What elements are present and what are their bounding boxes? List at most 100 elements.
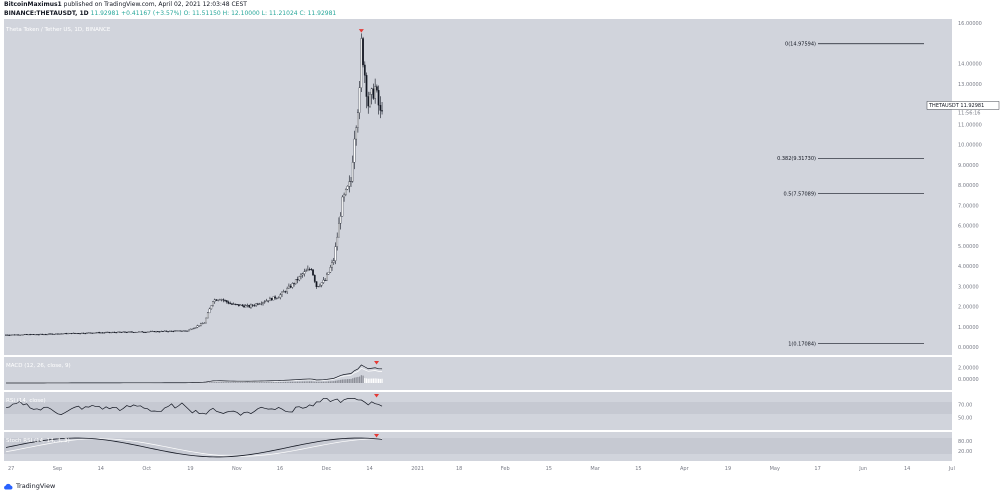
macd-histogram-bar	[250, 382, 252, 383]
macd-histogram-bar	[371, 378, 373, 383]
macd-histogram-bar	[295, 381, 297, 383]
candle-body	[224, 300, 226, 301]
macd-histogram-bar	[233, 382, 235, 383]
close-value: C: 11.92981	[299, 10, 337, 17]
macd-histogram-bar	[359, 376, 361, 383]
candle-body	[148, 331, 151, 333]
macd-histogram-bar	[355, 377, 357, 383]
candle-body	[298, 276, 301, 281]
fib-level-label: 1(0.17084)	[788, 341, 816, 347]
macd-histogram-bar	[340, 379, 342, 383]
candle-body	[341, 196, 344, 217]
fib-level-label: 0(14.97594)	[785, 42, 816, 48]
macd-histogram-bar	[352, 378, 354, 383]
candle-body	[370, 88, 373, 95]
time-tick-label: Dec	[322, 466, 332, 472]
chart-header: BitcoinMaximus1 published on TradingView…	[0, 0, 1000, 20]
candle-body	[174, 330, 176, 332]
price-tick-label: 1.00000	[958, 325, 979, 331]
macd-histogram-bar	[334, 380, 337, 383]
stoch-k-line	[5, 437, 383, 458]
candle-body	[41, 333, 44, 335]
price-axis	[952, 19, 1000, 461]
candle-body	[212, 301, 214, 306]
candle-body	[184, 330, 187, 332]
macd-histogram-bar	[240, 382, 242, 383]
candle-body	[134, 332, 137, 333]
candle-body	[86, 332, 88, 334]
candle-body	[236, 304, 238, 306]
macd-histogram-bar	[258, 382, 261, 383]
red-down-triangle-icon	[358, 29, 364, 33]
macd-histogram-bar	[227, 382, 230, 383]
candle-body	[194, 327, 197, 329]
candle-body	[369, 94, 371, 107]
macd-histogram-bar	[376, 378, 378, 383]
tradingview-cloud-icon	[4, 483, 13, 489]
macd-histogram-bar	[283, 381, 285, 383]
red-down-triangle-icon	[374, 394, 380, 398]
stoch-band	[4, 438, 952, 454]
candle-body	[324, 279, 326, 281]
candle-body	[303, 271, 306, 274]
candle-body	[244, 305, 247, 308]
candle-body	[144, 332, 147, 333]
time-tick-label: 15	[635, 466, 641, 472]
candle-body	[331, 262, 333, 268]
rsi-line	[5, 398, 383, 416]
macd-histogram-bar	[269, 382, 271, 383]
macd-histogram-bar	[346, 379, 349, 383]
candle-body	[381, 110, 383, 112]
candle-body	[94, 332, 97, 334]
macd-histogram-bar	[265, 382, 268, 383]
candle-body	[22, 334, 25, 336]
candle-body	[117, 331, 119, 333]
macd-histogram-bar	[234, 382, 237, 383]
macd-histogram-bar	[210, 382, 212, 383]
candle-body	[305, 270, 308, 272]
time-tick-label: Mar	[590, 466, 600, 472]
candle-body	[262, 302, 264, 304]
time-tick-label: 14	[366, 466, 372, 472]
rsi-pane-title: RSI (14, close)	[6, 398, 46, 404]
macd-histogram-bar	[221, 382, 223, 383]
fib-level-label: 0.5(7.57089)	[783, 191, 816, 197]
candle-body	[136, 331, 138, 333]
candle-body	[31, 334, 33, 336]
candle-body	[82, 332, 85, 334]
candle-body	[93, 332, 95, 334]
candle-body	[320, 282, 323, 286]
candle-body	[234, 303, 237, 305]
macd-histogram-bar	[374, 378, 376, 383]
price-tick-label: 0.00000	[958, 345, 979, 351]
macd-histogram-bar	[310, 381, 312, 383]
macd-histogram-bar	[272, 382, 274, 383]
macd-histogram-bar	[243, 382, 245, 383]
macd-histogram-bar	[208, 382, 211, 383]
macd-histogram-bar	[315, 381, 318, 383]
macd-histogram-bar	[300, 381, 302, 383]
macd-histogram-bar	[281, 381, 283, 383]
rsi-tick-label: 50.00	[958, 415, 972, 421]
candle-body	[132, 331, 135, 333]
macd-histogram-bar	[260, 382, 262, 383]
macd-histogram-bar	[362, 375, 364, 383]
symbol-label: BINANCE:THETAUSDT, 1D	[4, 10, 89, 17]
candle-body	[115, 332, 118, 334]
candle-body	[24, 334, 26, 336]
candle-body	[346, 186, 349, 190]
macd-histogram-bar	[326, 381, 328, 383]
candle-body	[275, 297, 278, 299]
chart-canvas[interactable]: 0(14.97594) 0.382(9.31730) 0.5(7.57089) 1(0…	[0, 19, 1000, 480]
ohlc-line: BINANCE:THETAUSDT, 1D 11.92981 +0.41167 …	[4, 9, 1000, 18]
candle-body	[193, 327, 195, 330]
fib-retracement[interactable]: 0(14.97594) 0.382(9.31730) 0.5(7.57089) 1(0…	[777, 42, 924, 348]
footer-brand[interactable]: TradingView	[16, 482, 56, 490]
publisher-name[interactable]: BitcoinMaximus1	[4, 1, 62, 8]
candle-body	[110, 332, 113, 334]
publish-line: BitcoinMaximus1 published on TradingView…	[4, 0, 1000, 9]
candle-body	[255, 303, 257, 306]
macd-tick-label: 0.00000	[958, 377, 979, 383]
candle-body	[260, 303, 263, 305]
candle-body	[312, 269, 314, 276]
